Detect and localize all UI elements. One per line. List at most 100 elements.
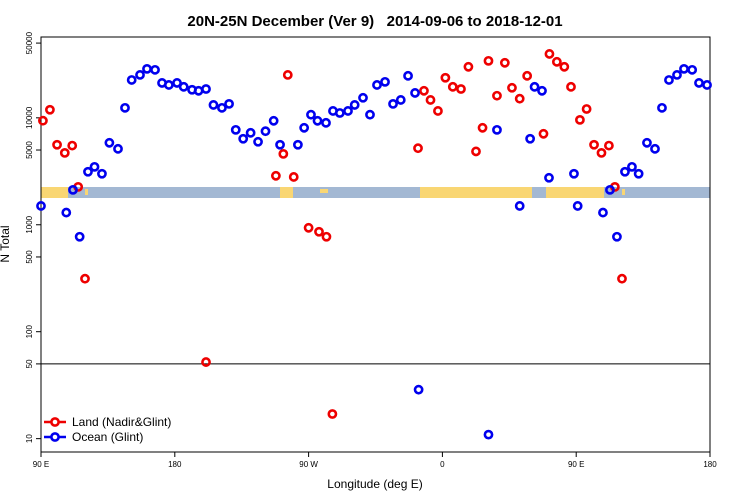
point — [217, 102, 227, 113]
y-tick-label: 500 — [25, 250, 34, 264]
point — [507, 82, 517, 93]
point — [650, 143, 660, 154]
y-tick-label: 100 — [25, 324, 34, 338]
point — [61, 207, 72, 218]
point — [83, 166, 93, 177]
point — [201, 357, 211, 367]
point — [433, 106, 443, 116]
point — [538, 128, 549, 139]
point — [36, 201, 46, 211]
point — [372, 80, 382, 90]
point — [150, 64, 160, 75]
point — [282, 70, 293, 80]
y-axis-label: N Total — [0, 225, 12, 262]
point — [135, 70, 145, 80]
point — [201, 84, 211, 94]
point — [544, 49, 555, 59]
point — [413, 384, 424, 395]
point — [463, 61, 474, 72]
point — [544, 172, 554, 183]
point — [38, 115, 48, 126]
point — [483, 429, 494, 440]
point — [483, 55, 494, 66]
point — [514, 93, 525, 104]
point — [278, 148, 289, 159]
plot-frame — [40, 36, 711, 453]
point — [525, 133, 536, 144]
point — [45, 104, 55, 115]
point — [303, 222, 314, 233]
x-tick-label: 90 E — [568, 460, 584, 469]
point — [126, 75, 137, 85]
point — [522, 70, 533, 81]
point — [68, 184, 78, 195]
point — [292, 139, 303, 150]
point — [245, 127, 256, 138]
point — [425, 95, 436, 105]
point — [537, 85, 547, 96]
point — [559, 61, 570, 72]
point — [589, 139, 599, 150]
point — [268, 115, 279, 126]
point — [380, 76, 390, 87]
point — [679, 63, 689, 74]
point — [208, 100, 219, 110]
y-tick-label: 50 — [25, 359, 34, 368]
x-tick-label: 90 W — [299, 460, 318, 469]
point — [343, 106, 353, 116]
point — [627, 161, 637, 172]
legend-marker — [50, 432, 60, 442]
point — [358, 92, 368, 103]
point — [172, 78, 182, 88]
point — [59, 147, 70, 158]
point — [664, 75, 674, 85]
point — [67, 140, 78, 151]
point — [605, 184, 615, 195]
point — [395, 95, 406, 105]
legend-label: Land (Nadir&Glint) — [72, 415, 171, 429]
point — [672, 70, 682, 80]
legend-label: Ocean (Glint) — [72, 430, 143, 444]
point — [604, 140, 614, 151]
point — [702, 80, 712, 90]
point — [97, 168, 107, 179]
point — [321, 117, 331, 128]
point — [163, 80, 174, 90]
point — [410, 88, 420, 98]
point — [299, 122, 310, 133]
point — [440, 72, 451, 83]
point — [581, 104, 592, 114]
point — [230, 124, 241, 135]
point — [569, 168, 579, 179]
point — [120, 102, 130, 113]
y-tick-label: 10000 — [25, 106, 34, 129]
x-tick-label: 180 — [703, 460, 717, 469]
point — [456, 84, 466, 94]
point — [687, 64, 698, 75]
point — [403, 70, 413, 81]
point — [642, 137, 652, 148]
point — [104, 137, 115, 148]
point — [471, 146, 481, 157]
x-tick-label: 180 — [168, 460, 182, 469]
point — [477, 122, 488, 133]
map-strip — [41, 187, 710, 198]
point — [572, 201, 583, 211]
point — [312, 115, 323, 126]
x-tick-label: 90 E — [33, 460, 49, 469]
point — [224, 98, 234, 109]
y-tick-label: 1000 — [25, 215, 34, 233]
point — [388, 98, 398, 109]
x-axis-label: Longitude (deg E) — [327, 477, 422, 491]
point — [447, 81, 458, 92]
point — [419, 85, 429, 96]
point — [321, 231, 332, 242]
point — [499, 57, 510, 68]
point — [306, 109, 316, 120]
point — [80, 273, 90, 284]
point — [514, 201, 525, 211]
legend-marker — [50, 417, 60, 427]
point — [566, 81, 576, 92]
point — [633, 168, 644, 179]
point — [275, 139, 285, 150]
